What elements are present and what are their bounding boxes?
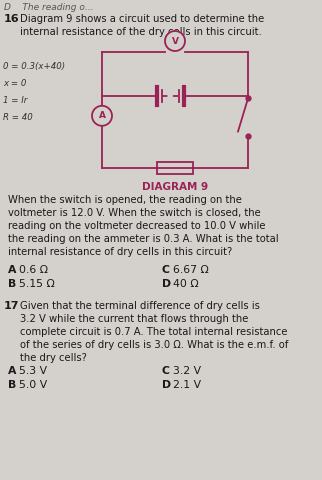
Circle shape [92, 106, 112, 126]
Text: 5.0 V: 5.0 V [19, 380, 47, 390]
Text: 1 = Ir: 1 = Ir [3, 96, 27, 105]
Text: DIAGRAM 9: DIAGRAM 9 [142, 182, 208, 192]
Text: A: A [8, 366, 16, 376]
Text: 6.67 Ω: 6.67 Ω [173, 265, 209, 275]
Text: 5.15 Ω: 5.15 Ω [19, 279, 55, 289]
Bar [157, 162, 193, 174]
Text: C: C [162, 265, 170, 275]
Text: A: A [99, 111, 106, 120]
Text: 40 Ω: 40 Ω [173, 279, 199, 289]
Text: 17: 17 [4, 301, 20, 311]
Text: 0.6 Ω: 0.6 Ω [19, 265, 48, 275]
Text: 2.1 V: 2.1 V [173, 380, 201, 390]
Text: A: A [8, 265, 16, 275]
Text: B: B [8, 279, 16, 289]
Text: D    The reading o...: D The reading o... [4, 3, 93, 12]
Text: 16: 16 [4, 14, 20, 24]
Text: D: D [162, 380, 171, 390]
Text: When the switch is opened, the reading on the
voltmeter is 12.0 V. When the swit: When the switch is opened, the reading o… [8, 195, 279, 257]
Text: Diagram 9 shows a circuit used to determine the
internal resistance of the dry c: Diagram 9 shows a circuit used to determ… [20, 14, 264, 37]
Text: V: V [172, 36, 178, 46]
Text: 5.3 V: 5.3 V [19, 366, 47, 376]
Text: 3.2 V: 3.2 V [173, 366, 201, 376]
Text: 0 = 0.3(x+40): 0 = 0.3(x+40) [3, 62, 65, 71]
Text: C: C [162, 366, 170, 376]
Circle shape [165, 31, 185, 51]
Text: x = 0: x = 0 [3, 79, 26, 88]
Text: D: D [162, 279, 171, 289]
Text: R = 40: R = 40 [3, 113, 33, 122]
Text: B: B [8, 380, 16, 390]
Text: Given that the terminal difference of dry cells is
3.2 V while the current that : Given that the terminal difference of dr… [20, 301, 289, 363]
